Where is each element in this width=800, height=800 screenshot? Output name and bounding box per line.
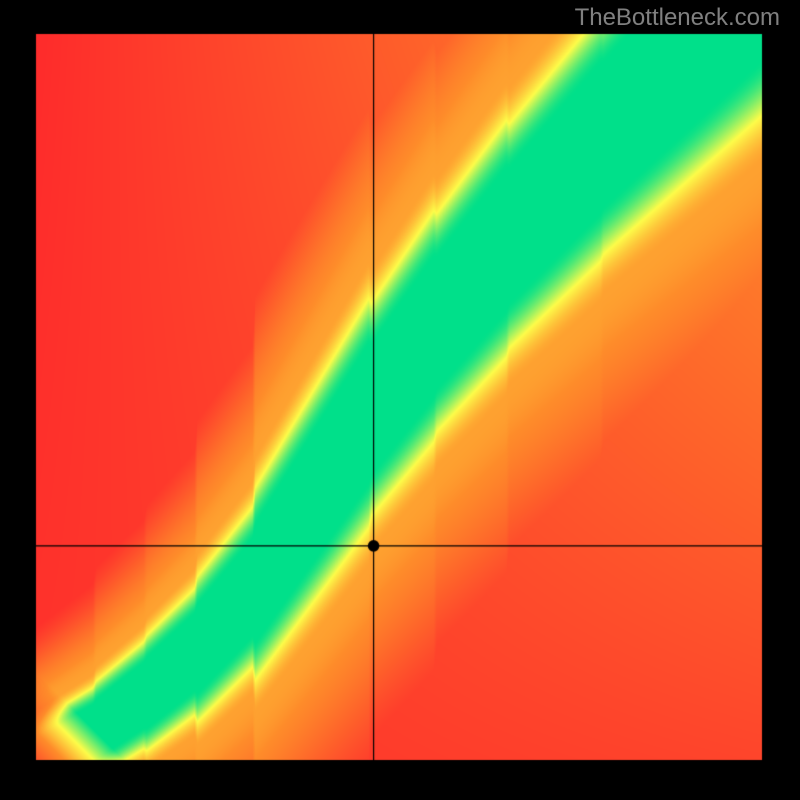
watermark-text: TheBottleneck.com bbox=[575, 4, 780, 32]
heatmap-canvas bbox=[0, 0, 800, 800]
chart-container: TheBottleneck.com bbox=[0, 0, 800, 800]
